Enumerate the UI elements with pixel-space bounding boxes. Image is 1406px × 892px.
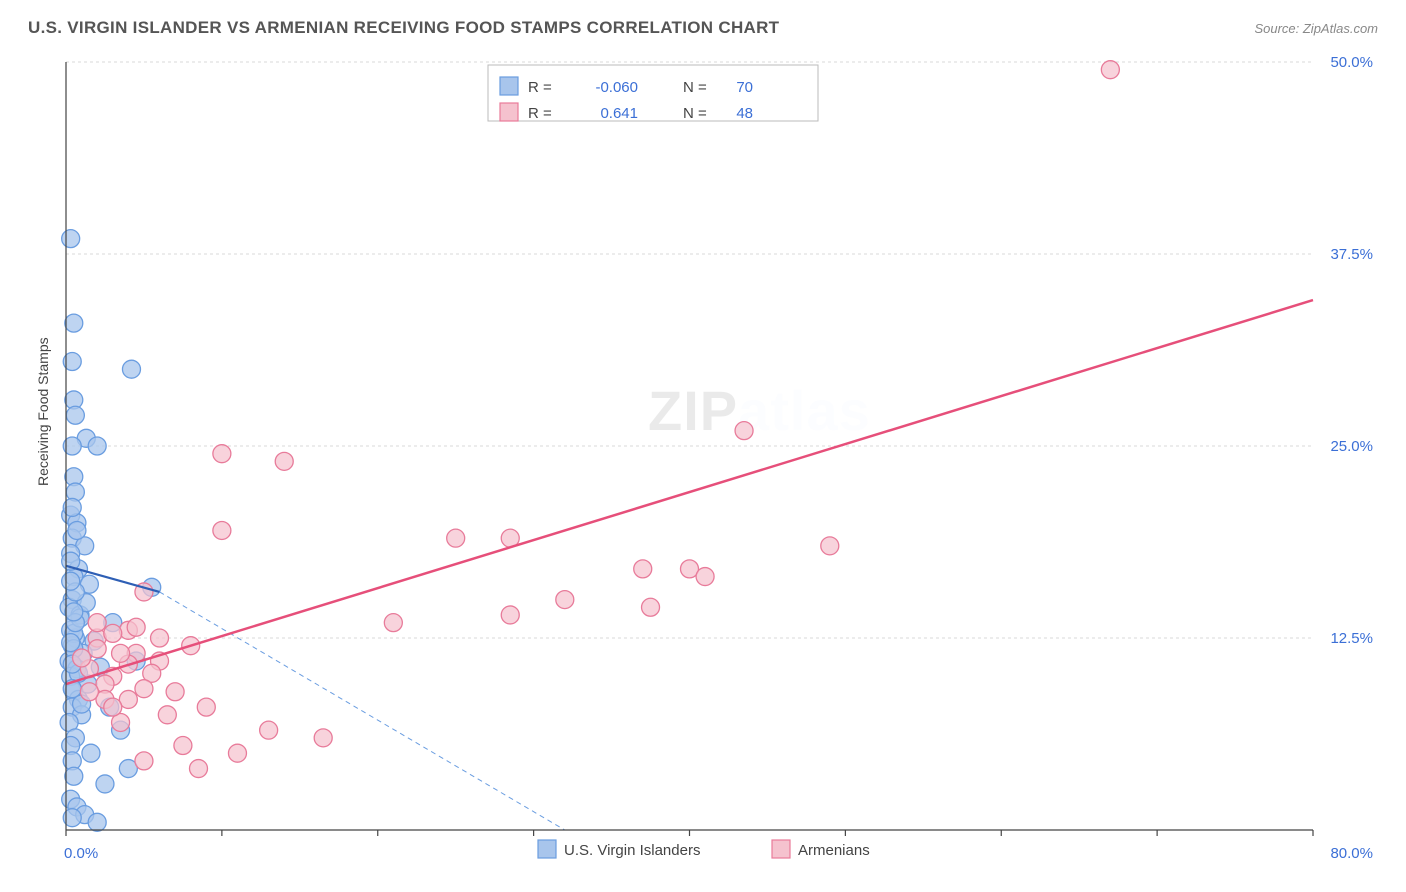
legend-swatch: [772, 840, 790, 858]
data-point: [127, 618, 145, 636]
data-point: [62, 634, 80, 652]
legend-swatch: [500, 77, 518, 95]
data-point: [62, 572, 80, 590]
data-point: [62, 230, 80, 248]
y-tick-label: 12.5%: [1330, 630, 1373, 647]
data-point: [82, 744, 100, 762]
data-point: [634, 560, 652, 578]
chart-title: U.S. VIRGIN ISLANDER VS ARMENIAN RECEIVI…: [28, 18, 779, 38]
data-point: [174, 737, 192, 755]
y-tick-label: 50.0%: [1330, 54, 1373, 71]
data-point: [68, 521, 86, 539]
data-point: [735, 422, 753, 440]
x-axis-max-label: 80.0%: [1330, 845, 1373, 862]
data-point: [260, 721, 278, 739]
data-point: [228, 744, 246, 762]
data-point: [447, 529, 465, 547]
data-point: [73, 649, 91, 667]
y-axis-label: Receiving Food Stamps: [35, 337, 51, 486]
legend-swatch: [538, 840, 556, 858]
data-point: [556, 591, 574, 609]
legend-n-label: N =: [683, 105, 707, 122]
y-tick-label: 37.5%: [1330, 246, 1373, 263]
data-point: [384, 614, 402, 632]
data-point: [112, 644, 130, 662]
legend-r-value: -0.060: [595, 79, 638, 96]
trend-line-extension: [160, 592, 565, 830]
data-point: [213, 521, 231, 539]
data-point: [135, 680, 153, 698]
data-point: [96, 775, 114, 793]
data-point: [275, 452, 293, 470]
data-point: [642, 598, 660, 616]
data-point: [80, 683, 98, 701]
data-point: [122, 360, 140, 378]
data-point: [821, 537, 839, 555]
chart-container: 12.5% 25.0% 37.5% 50.0% ZIPatlas Receiving Fo…: [28, 50, 1378, 865]
data-point: [501, 606, 519, 624]
data-point: [166, 683, 184, 701]
data-point: [314, 729, 332, 747]
data-point: [66, 406, 84, 424]
legend-r-label: R =: [528, 79, 552, 96]
data-point: [65, 603, 83, 621]
legend-r-value: 0.641: [600, 105, 638, 122]
data-point: [135, 752, 153, 770]
data-point: [696, 568, 714, 586]
legend-n-label: N =: [683, 79, 707, 96]
legend-n-value: 70: [736, 79, 753, 96]
data-point: [151, 629, 169, 647]
legend-n-value: 48: [736, 105, 753, 122]
data-point: [88, 813, 106, 831]
y-tick-label: 25.0%: [1330, 438, 1373, 455]
data-point: [1101, 61, 1119, 79]
source-attribution: Source: ZipAtlas.com: [1254, 21, 1378, 36]
data-point: [104, 698, 122, 716]
scatter-chart: 12.5% 25.0% 37.5% 50.0% ZIPatlas Receiving Fo…: [28, 50, 1378, 865]
data-point: [65, 314, 83, 332]
data-point: [88, 640, 106, 658]
legend-series-name: U.S. Virgin Islanders: [564, 842, 700, 859]
data-point: [158, 706, 176, 724]
data-point: [189, 760, 207, 778]
legend-series-name: Armenians: [798, 842, 870, 859]
data-point: [65, 767, 83, 785]
legend-r-label: R =: [528, 105, 552, 122]
data-point: [88, 437, 106, 455]
watermark: ZIPatlas: [648, 379, 871, 442]
legend-swatch: [500, 103, 518, 121]
x-axis-min-label: 0.0%: [64, 845, 98, 862]
trend-line: [66, 300, 1313, 684]
data-point: [213, 445, 231, 463]
data-point: [104, 624, 122, 642]
data-point: [197, 698, 215, 716]
data-point: [88, 614, 106, 632]
